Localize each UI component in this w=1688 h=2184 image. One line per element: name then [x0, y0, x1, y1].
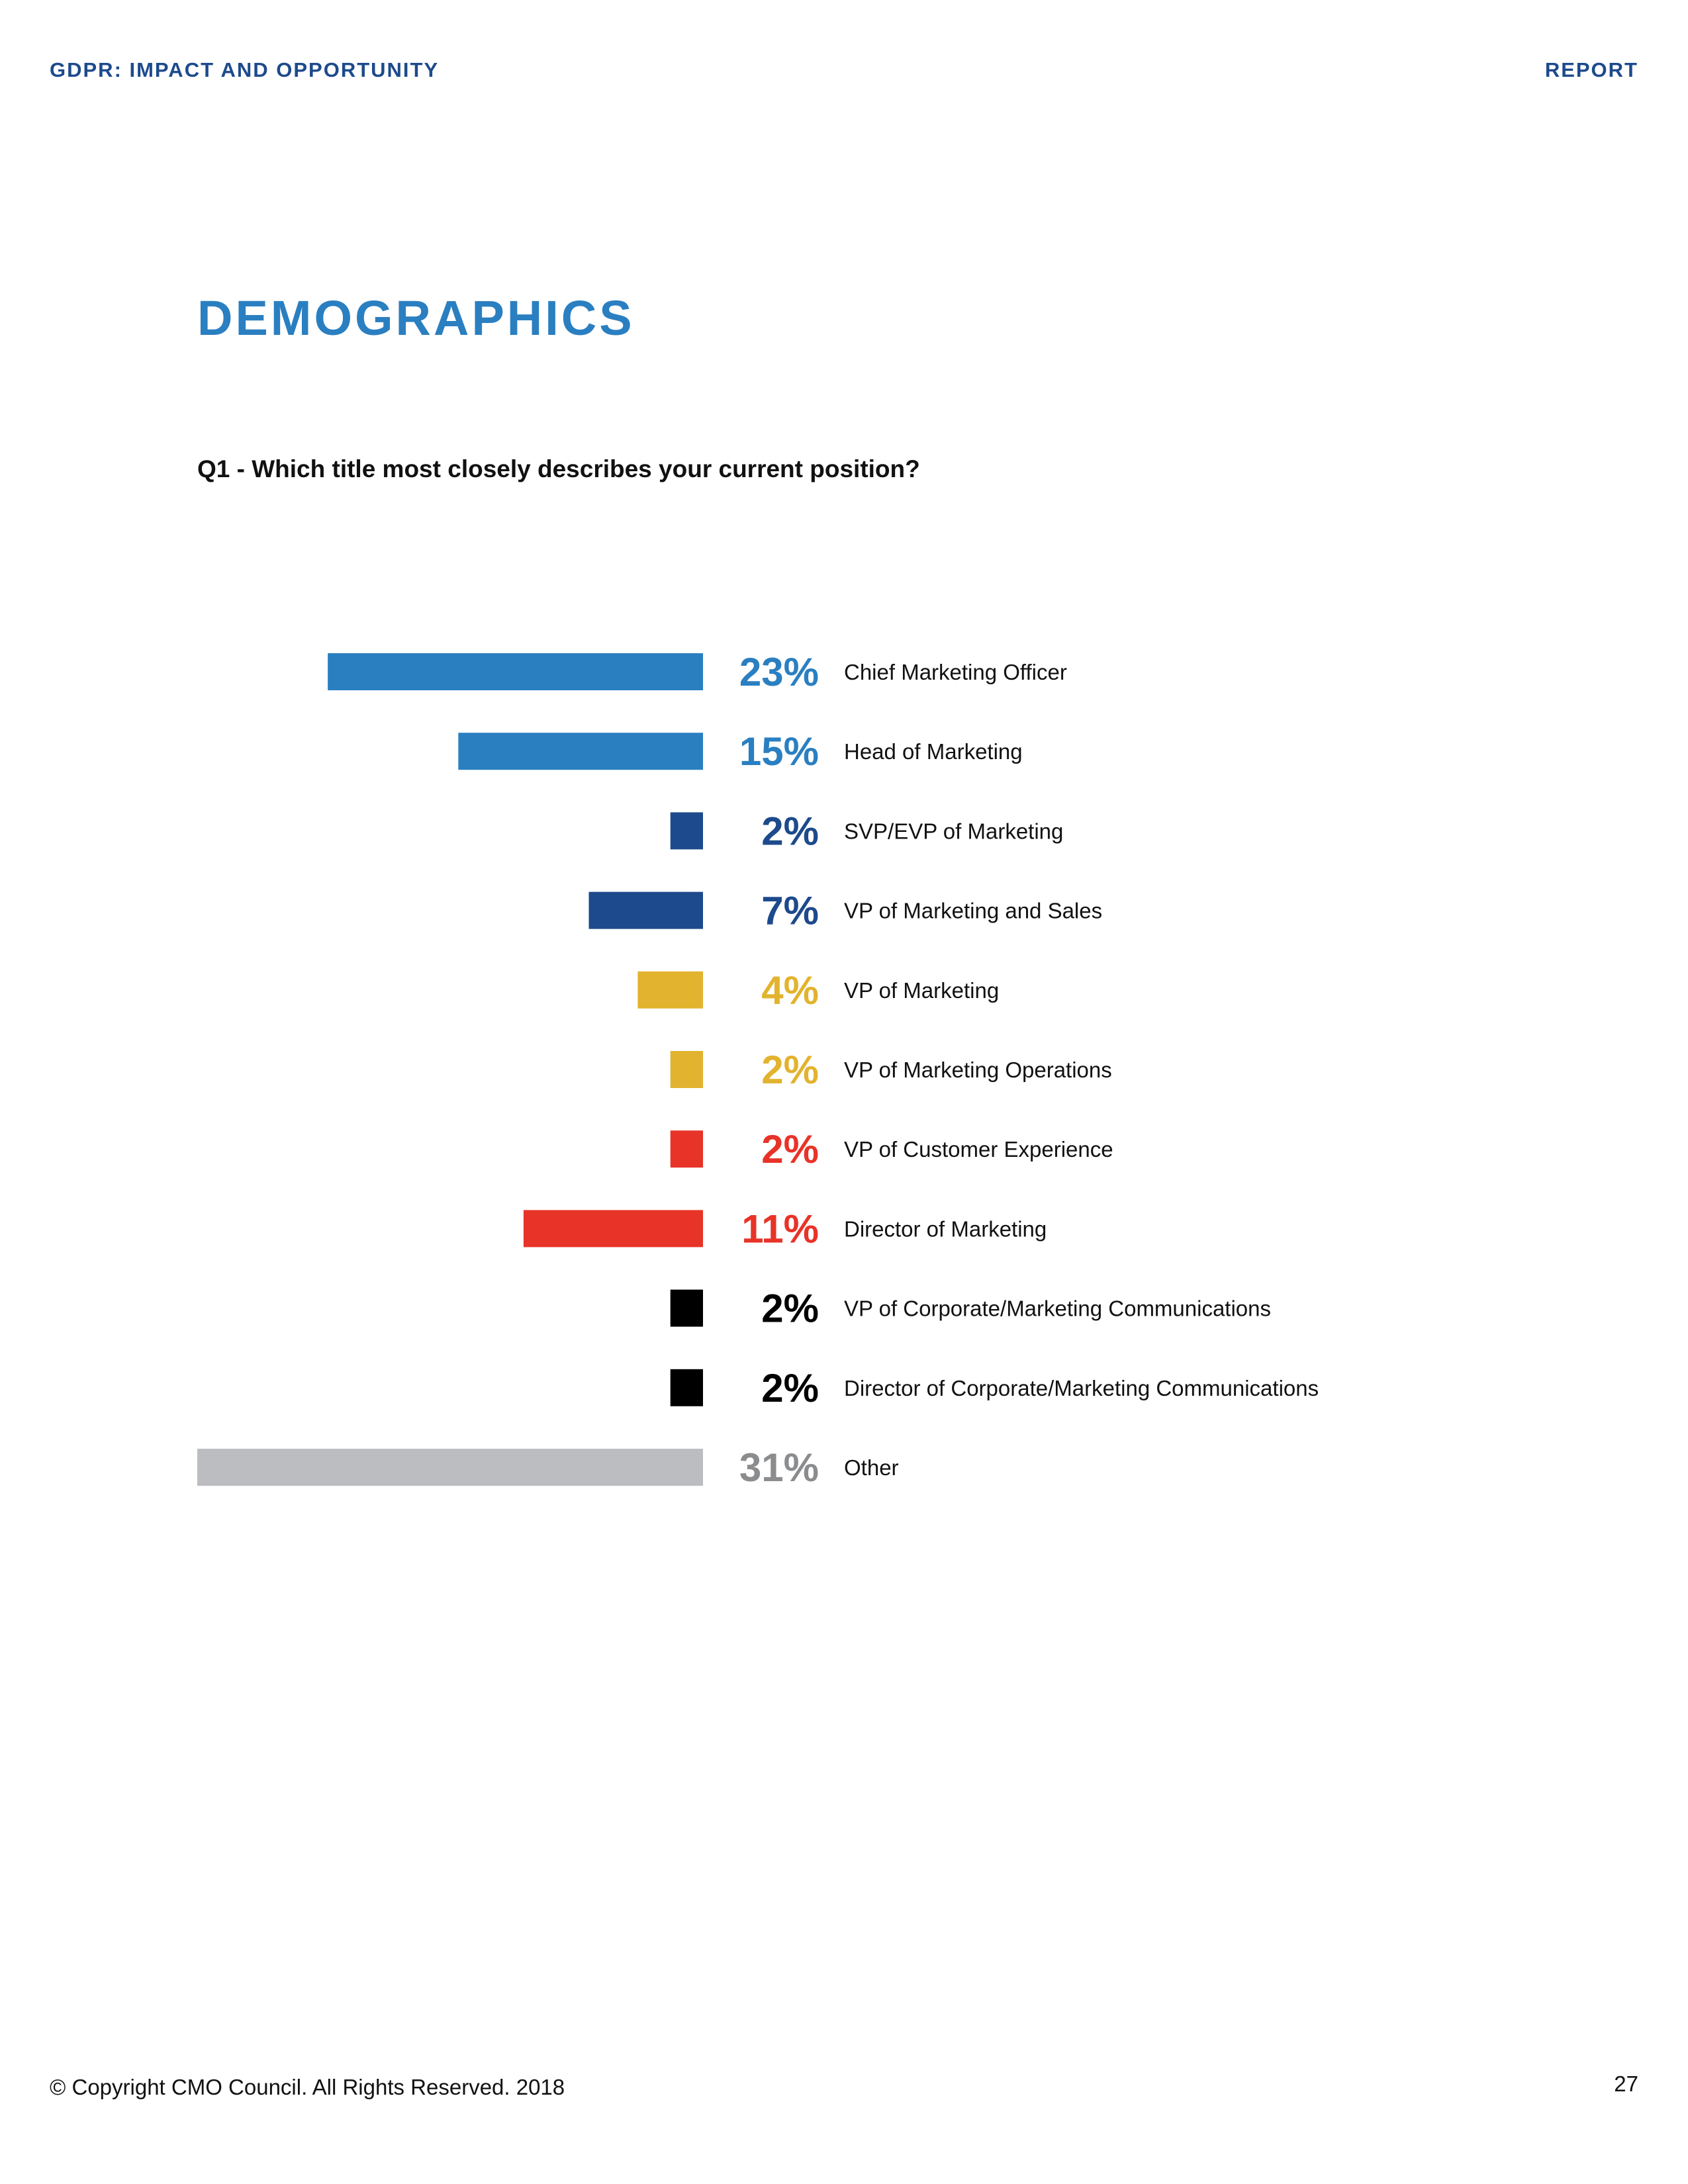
- bar-1: [328, 653, 704, 690]
- bar-10: [670, 1369, 703, 1406]
- value-label-8: 11%: [741, 1206, 819, 1251]
- copyright-text: © Copyright CMO Council. All Rights Rese…: [50, 2075, 565, 2099]
- category-label-8: Director of Marketing: [844, 1216, 1047, 1241]
- category-label-9: VP of Corporate/Marketing Communications: [844, 1297, 1271, 1321]
- bar-6: [670, 1051, 703, 1088]
- question-text: Q1 - Which title most closely describes …: [197, 455, 920, 482]
- value-label-11: 31%: [739, 1445, 819, 1490]
- value-label-6: 2%: [761, 1048, 819, 1092]
- category-label-3: SVP/EVP of Marketing: [844, 819, 1063, 843]
- category-label-5: VP of Marketing: [844, 978, 999, 1003]
- category-label-6: VP of Marketing Operations: [844, 1058, 1112, 1082]
- value-label-7: 2%: [761, 1127, 819, 1171]
- report-header-label: REPORT: [1544, 58, 1638, 81]
- value-label-10: 2%: [761, 1366, 819, 1410]
- category-label-7: VP of Customer Experience: [844, 1137, 1113, 1161]
- report-header-title: GDPR: IMPACT AND OPPORTUNITY: [50, 58, 440, 81]
- value-label-5: 4%: [761, 968, 819, 1013]
- category-label-1: Chief Marketing Officer: [844, 660, 1067, 684]
- bar-8: [523, 1210, 703, 1248]
- bar-3: [670, 812, 703, 850]
- value-label-3: 2%: [761, 809, 819, 853]
- value-label-9: 2%: [761, 1287, 819, 1331]
- category-label-4: VP of Marketing and Sales: [844, 899, 1102, 923]
- bar-2: [458, 733, 703, 770]
- value-label-1: 23%: [739, 650, 819, 694]
- category-label-10: Director of Corporate/Marketing Communic…: [844, 1376, 1319, 1400]
- bar-5: [637, 971, 703, 1009]
- bar-9: [670, 1289, 703, 1327]
- bar-4: [588, 891, 703, 929]
- bar-11: [197, 1449, 703, 1486]
- page-number: 27: [1614, 2071, 1638, 2096]
- category-label-11: Other: [844, 1455, 899, 1480]
- bar-7: [670, 1130, 703, 1168]
- section-title: DEMOGRAPHICS: [197, 291, 635, 345]
- category-label-2: Head of Marketing: [844, 739, 1023, 764]
- value-label-2: 15%: [739, 729, 819, 774]
- value-label-4: 7%: [761, 889, 819, 933]
